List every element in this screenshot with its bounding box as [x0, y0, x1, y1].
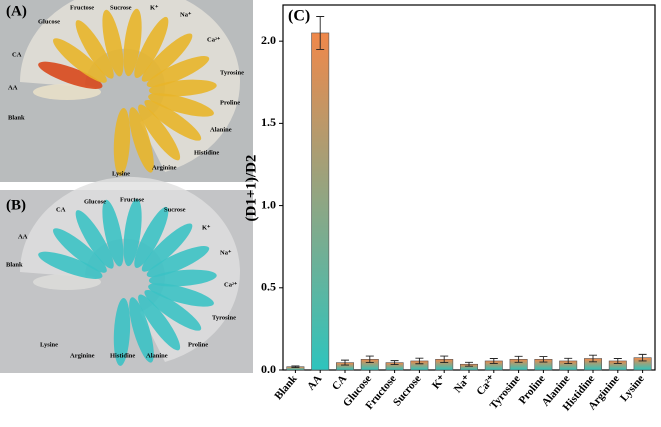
tube-label: Alanine [210, 126, 232, 133]
tube [148, 79, 217, 97]
tube [113, 297, 131, 366]
tube-label: K⁺ [150, 4, 159, 11]
error-bar [539, 356, 548, 363]
y-tick-label: 1.5 [261, 115, 276, 129]
error-bar [589, 354, 597, 363]
tube-label: Proline [220, 99, 240, 106]
tube [148, 283, 214, 307]
tube [33, 84, 101, 100]
x-tick-label: K⁺ [430, 373, 449, 392]
tube-label: Sucrose [110, 4, 132, 11]
tube [138, 104, 181, 161]
tube [102, 9, 124, 77]
photo-b-label: (B) [6, 197, 26, 213]
tube [144, 289, 202, 331]
y-tick-label: 2.0 [261, 33, 276, 47]
tube-label: Ca²⁺ [207, 36, 221, 43]
tube-label: AA [18, 233, 28, 240]
tube-label: Sucrose [164, 206, 186, 213]
tube-label: Arginine [70, 352, 95, 359]
tube-label: K⁺ [202, 224, 211, 231]
tube [134, 16, 169, 78]
tube [148, 93, 214, 117]
tube-label: Proline [188, 341, 208, 348]
tube-label: Alanine [146, 352, 168, 359]
bar [311, 32, 330, 371]
tube-label: Glucose [84, 198, 106, 205]
tube [33, 274, 101, 290]
tube [38, 61, 103, 89]
error-bar [415, 357, 424, 365]
tube [148, 269, 217, 287]
error-bar [440, 355, 449, 364]
x-tick-label: Na⁺ [452, 373, 474, 396]
x-tick-label: AA [305, 373, 324, 393]
error-bar [365, 355, 374, 364]
tube [138, 294, 181, 351]
x-tick-label: Blank [272, 372, 300, 402]
error-bar [489, 358, 498, 364]
tube [75, 20, 114, 79]
tube-label: Glucose [38, 18, 60, 25]
tube [102, 199, 124, 267]
error-bar [638, 353, 647, 362]
error-bar [564, 357, 573, 365]
tube-label: Blank [8, 114, 25, 121]
tube-label: Tyrosine [212, 314, 236, 321]
tube-label: Tyrosine [220, 69, 244, 76]
tube-label: Ca²⁺ [224, 281, 238, 288]
x-tick-label: CA [330, 373, 349, 393]
tube-label: Lysine [40, 341, 58, 348]
panel-c-label: (C) [288, 8, 310, 25]
tube [75, 210, 114, 269]
y-axis-title: (D1+1)/D2 [243, 155, 259, 222]
tube-label: Na⁺ [220, 249, 232, 256]
tube [129, 297, 154, 363]
tube-label: Na⁺ [180, 11, 192, 18]
error-bar [465, 361, 473, 367]
tube [134, 206, 169, 268]
tube-label: CA [56, 206, 66, 213]
photo-a-label: (A) [6, 3, 27, 19]
error-bar [613, 358, 622, 364]
error-bar [291, 365, 300, 368]
tube-label: CA [12, 51, 22, 58]
error-bar [514, 355, 523, 363]
tube [141, 33, 193, 82]
y-tick-label: 1.0 [261, 197, 276, 211]
tube-label: Fructose [120, 196, 144, 203]
tube [53, 228, 107, 273]
y-tick-label: 0.0 [261, 362, 276, 376]
tube [129, 107, 154, 173]
tube-label: Histidine [194, 149, 219, 156]
tube-label: Lysine [112, 170, 130, 177]
error-bar [316, 16, 325, 50]
tube-label: AA [8, 84, 18, 91]
tube [123, 198, 142, 267]
tube-label: Arginine [152, 164, 177, 171]
tube [53, 38, 107, 83]
error-bar [390, 360, 399, 366]
plot-frame [282, 4, 656, 371]
x-tick-label: Lysine [618, 373, 647, 404]
tube-label: Fructose [70, 4, 94, 11]
error-bar [341, 359, 349, 366]
tube [144, 99, 202, 141]
tube [123, 8, 142, 77]
tube [146, 246, 210, 278]
y-tick-label: 0.5 [261, 280, 276, 294]
tube-label: Histidine [110, 352, 135, 359]
tube [38, 251, 103, 279]
tube-label: Blank [6, 261, 23, 268]
tube [141, 223, 193, 272]
tube [146, 56, 210, 88]
tube [113, 107, 131, 176]
